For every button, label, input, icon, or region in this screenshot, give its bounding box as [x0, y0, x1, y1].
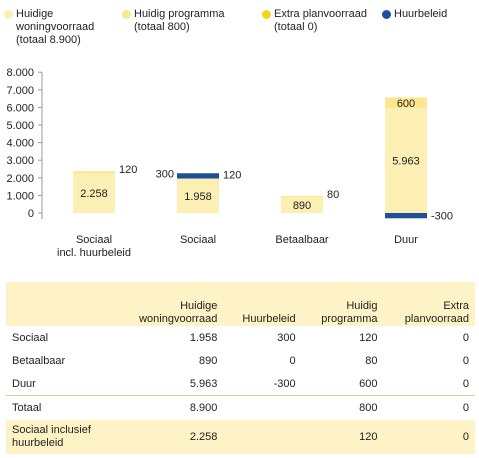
category-label: Betaalbaar [275, 234, 329, 246]
legend-label: Huidig programma (totaal 800) [134, 8, 225, 33]
column-header [6, 282, 115, 326]
column-header: Huurbeleid [242, 313, 296, 325]
table-cell: 120 [359, 331, 378, 344]
bar-programma [73, 171, 115, 174]
column-header: Huidige woningvoorraad [139, 300, 218, 325]
bar-huidige [281, 197, 323, 213]
category-label: incl. huurbeleid [57, 247, 131, 259]
table-cell: Totaal [6, 395, 116, 420]
data-label: 80 [327, 189, 339, 201]
y-tick-label: 7.000 [6, 85, 34, 97]
table-total-row: Totaal 8.900 800 0 [6, 395, 475, 420]
y-tick-label: 2.000 [6, 173, 34, 185]
table-cell: Betaalbaar [12, 354, 66, 367]
category-label: Duur [394, 234, 418, 246]
table-row: Duur 5.963 -300 600 0 [6, 372, 475, 396]
table-cell: 2.258 [115, 420, 224, 454]
table-cell: Duur [12, 377, 36, 390]
category-label: Sociaal [180, 234, 216, 246]
table-body: Sociaal 1.958 300 120 0 Betaalbaar 890 0 80 0 Duur… [6, 326, 475, 454]
legend-label: Huurbeleid [394, 8, 448, 20]
table-cell: -300 [273, 377, 296, 390]
table-cell: 890 [199, 354, 218, 367]
bar-programma [281, 195, 323, 198]
table-cell: 120 [301, 420, 384, 454]
table-cell: 5.963 [189, 377, 218, 390]
table-cell: Sociaal [12, 331, 49, 344]
data-label: -300 [431, 211, 453, 223]
table-cell: 800 [301, 395, 384, 420]
y-tick-label: 6.000 [6, 102, 34, 114]
column-header: Huidig programma [321, 300, 378, 325]
table-cell: 0 [383, 420, 475, 454]
table-cell [223, 395, 302, 420]
y-tick-label: 1.000 [6, 190, 34, 202]
bar-huurbeleid [385, 213, 427, 219]
column-header: Extra planvoorraad [404, 300, 469, 325]
table-cell [223, 420, 302, 454]
legend-swatch [262, 10, 271, 19]
data-label: 600 [397, 98, 415, 110]
data-label: 2.258 [80, 188, 108, 200]
y-tick-label: 5.000 [6, 120, 34, 132]
table-row: Betaalbaar 890 0 80 0 [6, 349, 475, 372]
data-label: 1.958 [184, 191, 212, 203]
table-cell: 80 [365, 354, 378, 367]
legend-swatch [4, 10, 13, 19]
table-cell: 8.900 [115, 395, 224, 420]
y-tick-label: 8.000 [6, 67, 34, 79]
chart-legend: Huidige woningvoorraad (totaal 8.900) Huidi… [0, 0, 479, 60]
table-cell: 0 [462, 354, 469, 367]
table-header-row: Huidige woningvoorraad Huurbeleid Huidig pro… [6, 282, 475, 326]
y-tick-label: 0 [28, 208, 34, 220]
data-label: 5.963 [392, 156, 420, 168]
bar-programma [385, 97, 427, 109]
table-row: Sociaal 1.958 300 120 0 [6, 326, 475, 349]
table-cell: 300 [277, 331, 296, 344]
table-cell: 0 [289, 354, 296, 367]
bar-huurbeleid [177, 173, 219, 179]
bar-huidige [73, 173, 115, 213]
data-label: 120 [119, 164, 137, 176]
legend-label: Extra planvoorraad (totaal 0) [274, 8, 367, 33]
category-label: Sociaal [76, 234, 112, 246]
table-cell: 600 [359, 377, 378, 390]
table-cell: Sociaal inclusief huurbeleid [6, 420, 116, 454]
legend-swatch [122, 10, 131, 19]
table-social-row: Sociaal inclusief huurbeleid 2.258 120 0 [6, 420, 475, 454]
bar-huidige [177, 178, 219, 213]
table-cell: 0 [383, 395, 475, 420]
table-cell: 0 [462, 377, 469, 390]
data-label: 120 [223, 169, 241, 181]
y-tick-label: 3.000 [6, 155, 34, 167]
table-cell: 1.958 [189, 331, 218, 344]
data-label: 300 [156, 168, 174, 180]
legend-swatch [382, 10, 391, 19]
data-label: 890 [293, 200, 311, 212]
table-cell: 0 [462, 331, 469, 344]
legend-label: Huidige woningvoorraad (totaal 8.900) [16, 8, 95, 46]
bar-huidige [385, 108, 427, 213]
y-tick-label: 4.000 [6, 138, 34, 150]
data-table: Huidige woningvoorraad Huurbeleid Huidig pro… [6, 282, 475, 454]
stacked-bar-chart: 0 1.000 2.000 3.000 4.000 5.000 6.000 7.000 8.00… [6, 67, 453, 259]
